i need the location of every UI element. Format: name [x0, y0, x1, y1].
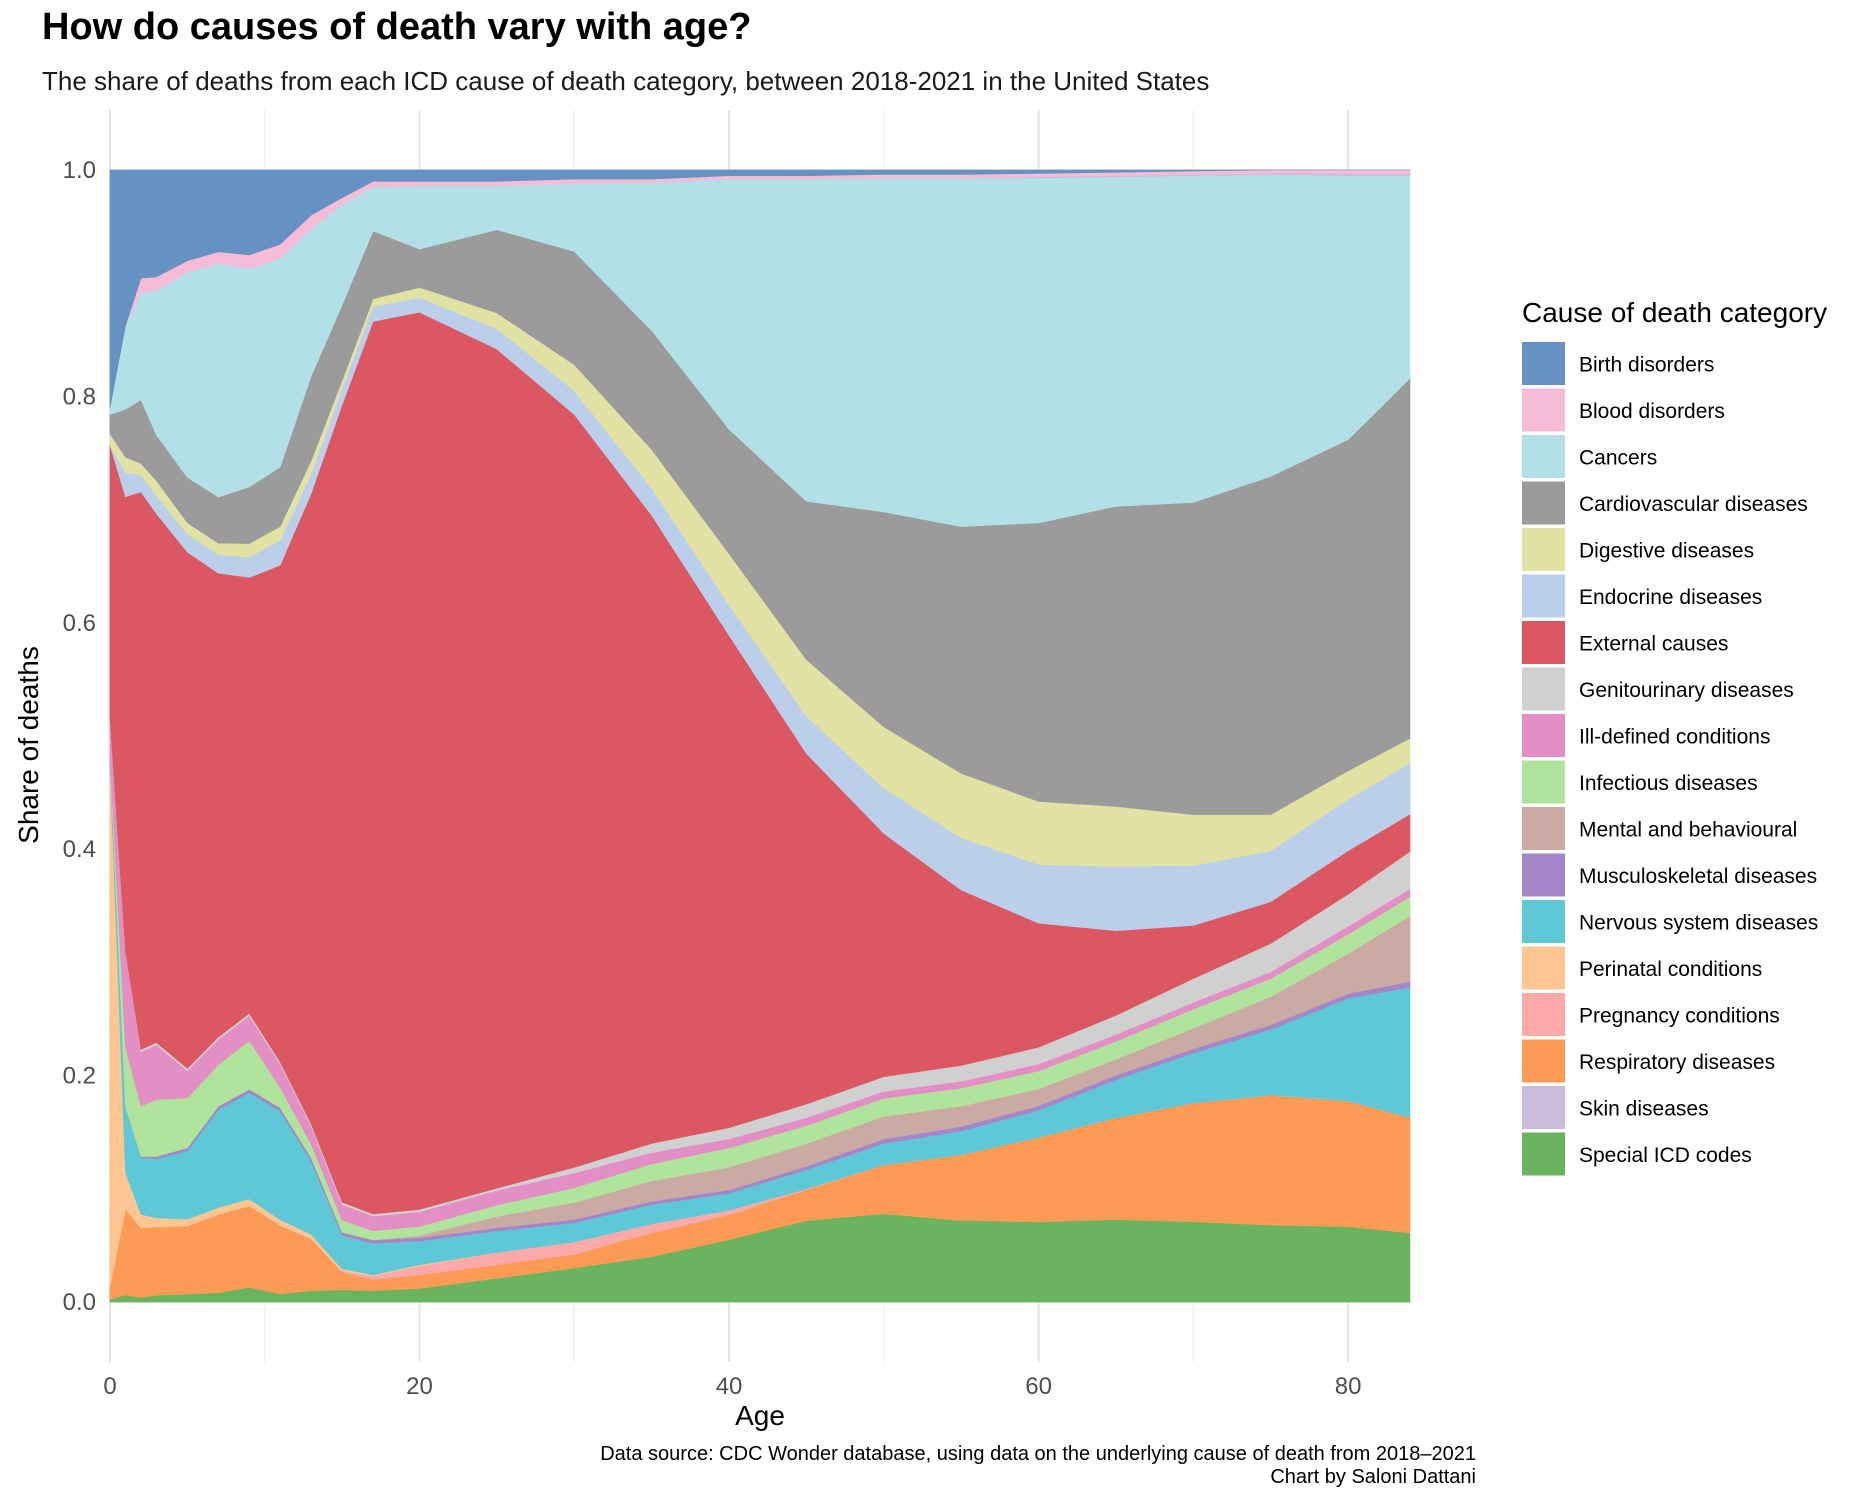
- legend-label-endocrine-diseases: Endocrine diseases: [1579, 586, 1762, 609]
- caption: Data source: CDC Wonder database, using …: [600, 1443, 1476, 1489]
- x-tick-label: 60: [1025, 1373, 1052, 1400]
- chart-subtitle: The share of deaths from each ICD cause …: [42, 66, 1210, 96]
- legend-swatch-endocrine-diseases: [1522, 574, 1565, 618]
- legend-swatch-digestive-diseases: [1522, 528, 1565, 571]
- y-tick-label: 0.2: [63, 1063, 96, 1090]
- legend-swatch-skin-diseases: [1522, 1086, 1565, 1129]
- caption-source: Data source: CDC Wonder database, using …: [600, 1443, 1476, 1465]
- legend-swatch-special-icd-codes: [1522, 1132, 1565, 1176]
- legend-swatch-infectious-diseases: [1522, 760, 1565, 804]
- y-axis-title: Share of deaths: [13, 646, 44, 844]
- legend-label-nervous-system-diseases: Nervous system diseases: [1579, 912, 1818, 935]
- legend-swatch-genitourinary-diseases: [1522, 667, 1565, 711]
- legend-swatch-cancers: [1522, 435, 1565, 478]
- legend-swatch-birth-disorders: [1522, 342, 1565, 385]
- legend-label-birth-disorders: Birth disorders: [1579, 354, 1714, 377]
- legend-swatch-respiratory-diseases: [1522, 1039, 1565, 1083]
- caption-credit: Chart by Saloni Dattani: [1270, 1466, 1476, 1488]
- legend-label-respiratory-diseases: Respiratory diseases: [1579, 1051, 1775, 1074]
- x-axis-title: Age: [735, 1400, 785, 1431]
- legend: Cause of death category Birth disorders B…: [1522, 297, 1827, 1176]
- x-tick-label: 0: [103, 1373, 116, 1400]
- legend-label-skin-diseases: Skin diseases: [1579, 1098, 1709, 1121]
- x-axis-ticks: 0 20 40 60 80: [103, 1373, 1361, 1400]
- legend-swatch-pregnancy-conditions: [1522, 993, 1565, 1036]
- legend-swatch-mental-and-behavioural: [1522, 807, 1565, 850]
- chart-title: How do causes of death vary with age?: [42, 6, 752, 48]
- area-layers: [109, 169, 1411, 1303]
- x-tick-label: 20: [406, 1373, 433, 1400]
- legend-label-external-causes: External causes: [1579, 633, 1728, 656]
- legend-label-ill-defined-conditions: Ill-defined conditions: [1579, 726, 1770, 749]
- y-tick-label: 0.4: [63, 836, 96, 863]
- y-axis-ticks: 0.0 0.2 0.4 0.6 0.8 1.0: [63, 157, 96, 1316]
- legend-swatch-nervous-system-diseases: [1522, 900, 1565, 943]
- legend-label-cardiovascular-diseases: Cardiovascular diseases: [1579, 493, 1808, 516]
- legend-label-perinatal-conditions: Perinatal conditions: [1579, 958, 1762, 981]
- legend-swatch-blood-disorders: [1522, 388, 1565, 432]
- legend-label-cancers: Cancers: [1579, 447, 1657, 470]
- y-tick-label: 1.0: [63, 157, 96, 184]
- legend-swatch-external-causes: [1522, 621, 1565, 664]
- legend-label-pregnancy-conditions: Pregnancy conditions: [1579, 1005, 1780, 1028]
- legend-swatch-ill-defined-conditions: [1522, 714, 1565, 757]
- legend-label-special-icd-codes: Special ICD codes: [1579, 1144, 1752, 1167]
- x-tick-label: 80: [1335, 1373, 1362, 1400]
- legend-label-blood-disorders: Blood disorders: [1579, 400, 1725, 423]
- legend-label-musculoskeletal-diseases: Musculoskeletal diseases: [1579, 865, 1817, 888]
- y-tick-label: 0.6: [63, 610, 96, 637]
- area-birth-disorders: [109, 169, 1410, 408]
- legend-label-genitourinary-diseases: Genitourinary diseases: [1579, 679, 1794, 702]
- legend-label-digestive-diseases: Digestive diseases: [1579, 540, 1754, 563]
- y-tick-label: 0.8: [63, 383, 96, 410]
- legend-swatch-cardiovascular-diseases: [1522, 481, 1565, 525]
- legend-label-mental-and-behavioural: Mental and behavioural: [1579, 819, 1797, 842]
- legend-swatch-perinatal-conditions: [1522, 946, 1565, 990]
- legend-title: Cause of death category: [1522, 297, 1827, 328]
- x-tick-label: 40: [716, 1373, 743, 1400]
- legend-swatch-musculoskeletal-diseases: [1522, 853, 1565, 897]
- legend-label-infectious-diseases: Infectious diseases: [1579, 772, 1758, 795]
- y-tick-label: 0.0: [63, 1289, 96, 1316]
